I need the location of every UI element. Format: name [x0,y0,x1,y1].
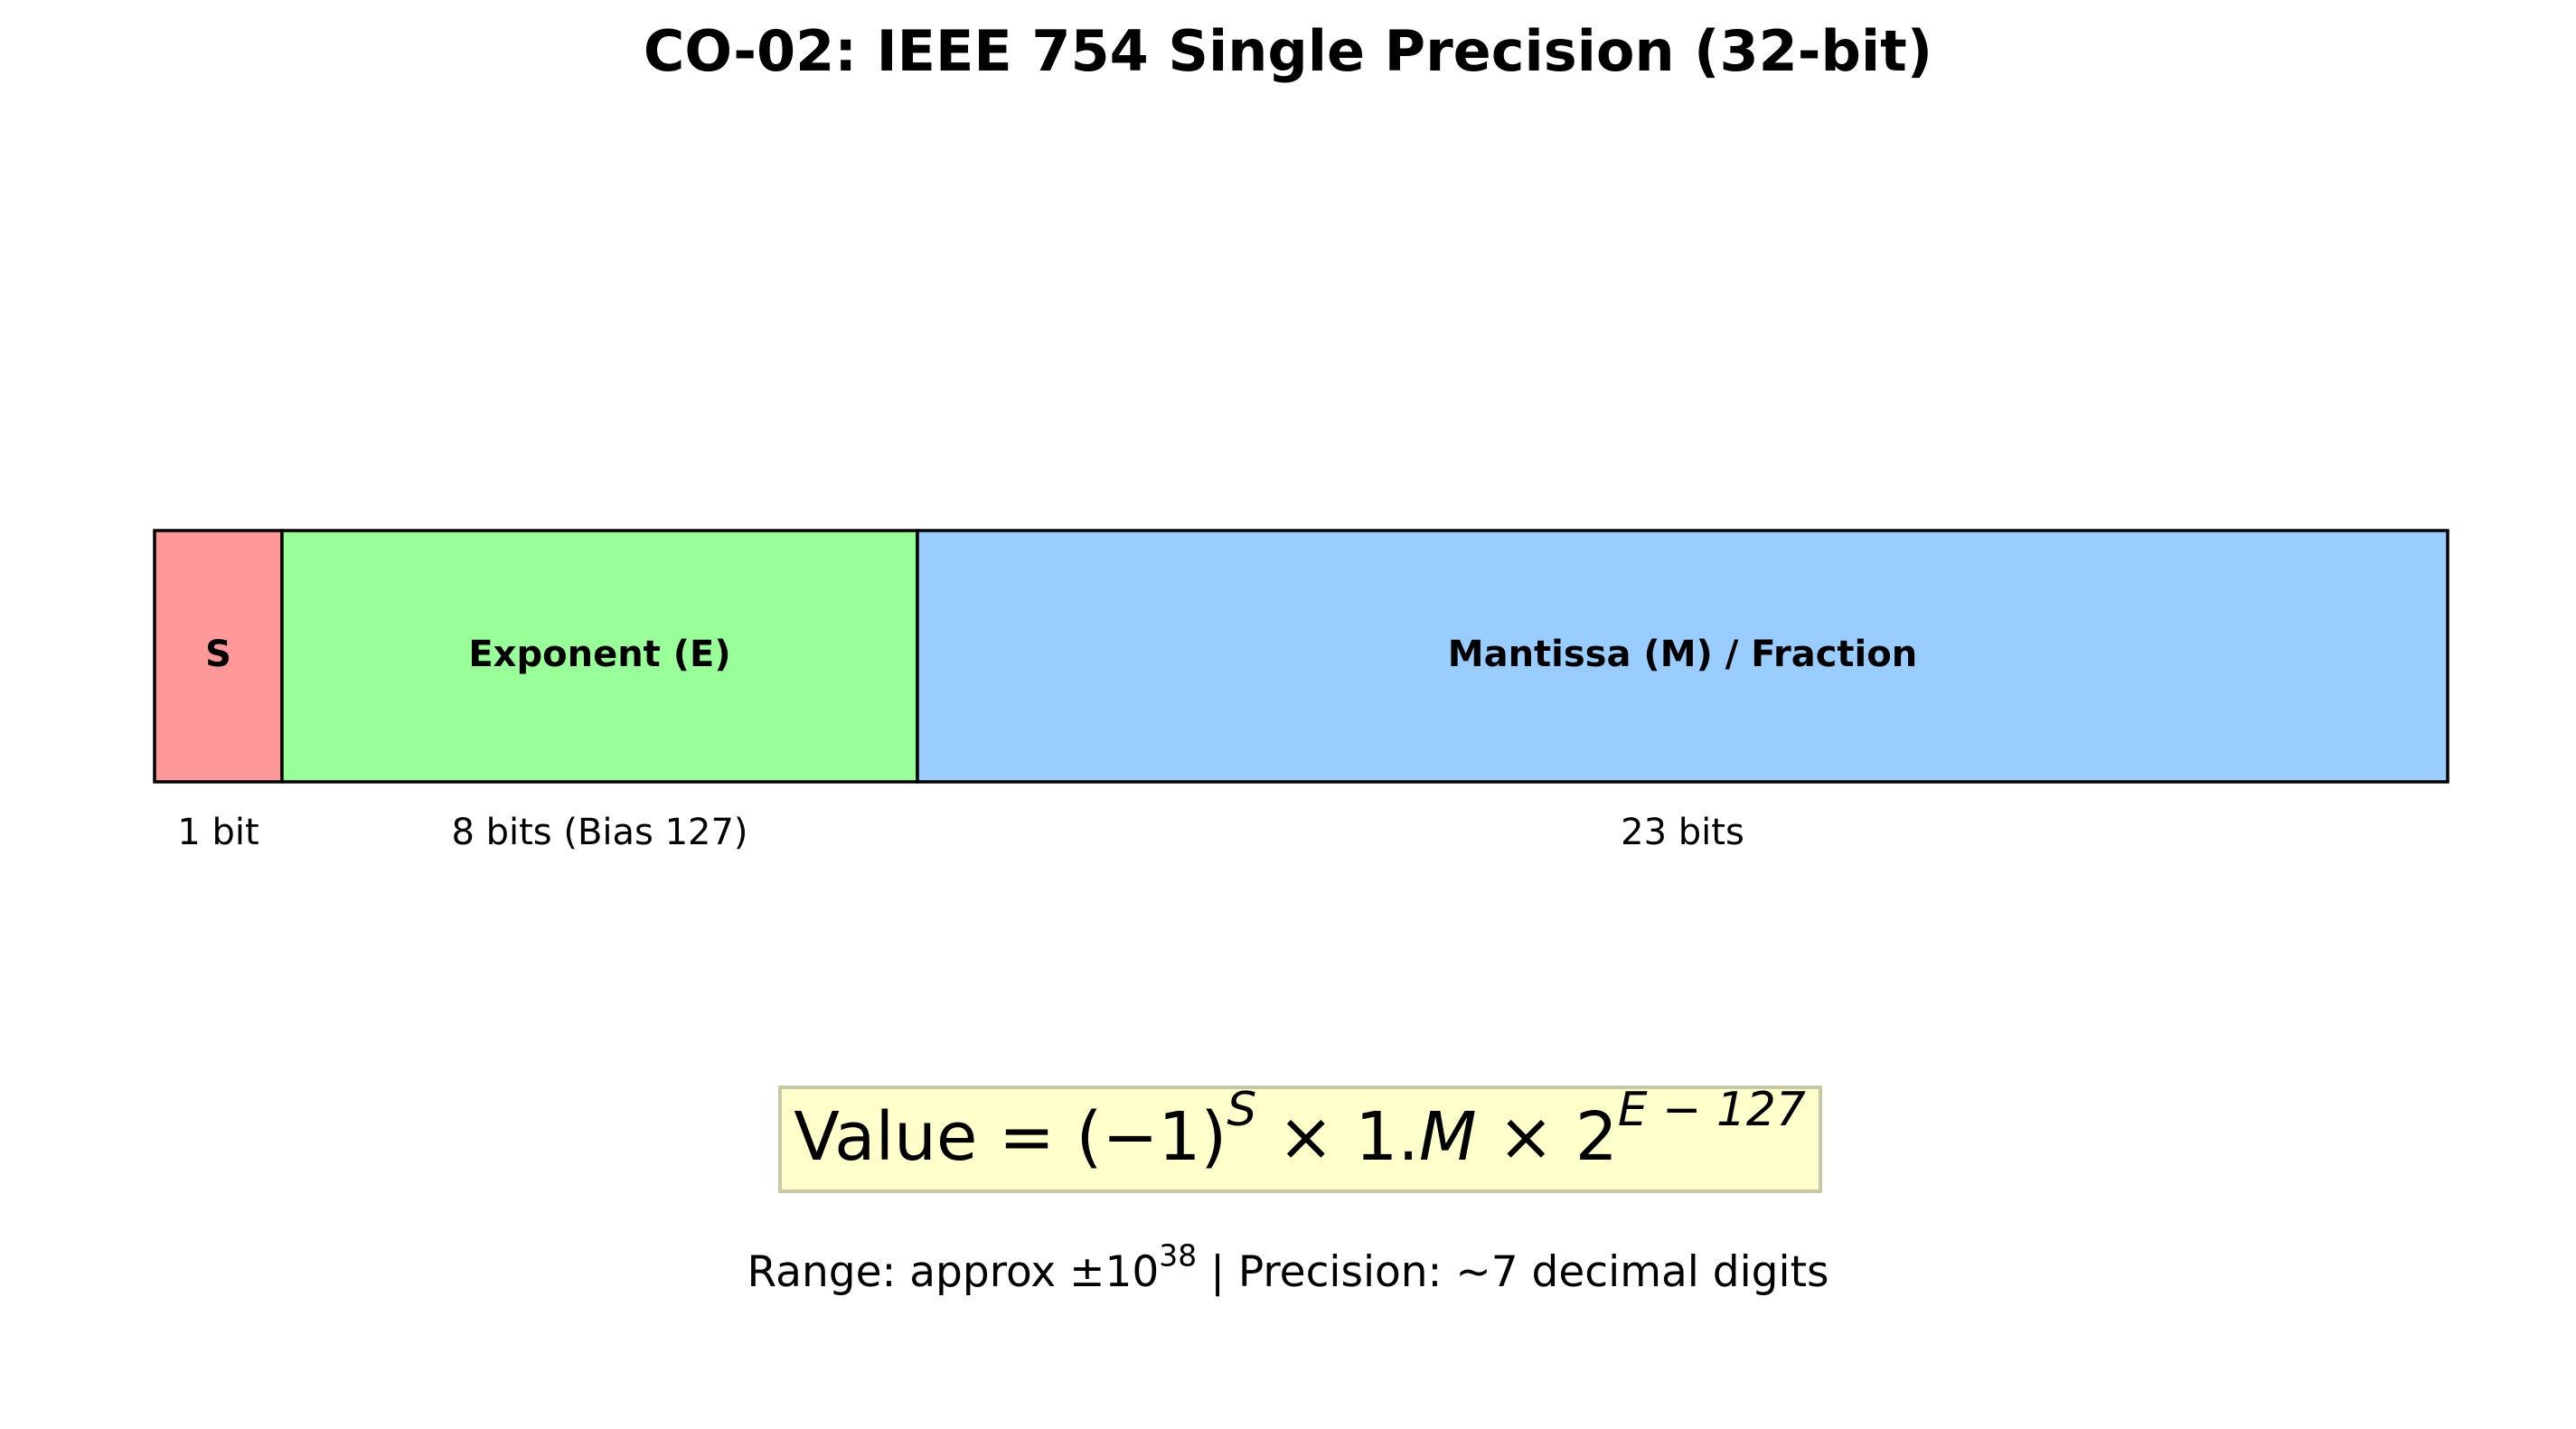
superscript: E − 127 [1618,1083,1806,1137]
range-note: Range: approx ±1038 | Precision: ~7 deci… [747,1237,1829,1297]
superscript: 38 [1159,1237,1197,1273]
field-bits: 1 bit [177,812,259,853]
formula: Value = (−1)S × 1.M × 2E − 127 [794,1083,1806,1176]
text-part: × 1. [1256,1098,1419,1176]
superscript: S [1227,1083,1256,1137]
field-bits: 23 bits [1621,812,1744,853]
text-part: Value = (−1) [794,1098,1227,1176]
text-part: | Precision: ~7 decimal digits [1197,1247,1829,1297]
field-box [153,529,284,784]
title: CO-02: IEEE 754 Single Precision (32-bit… [644,18,1932,84]
text-part: M [1419,1098,1477,1176]
text-part: Range: approx ±10 [747,1247,1160,1297]
field-label: Exponent (E) [468,634,730,675]
field-box [916,529,2449,784]
text-part: × 2 [1477,1098,1618,1176]
field-bits: 8 bits (Bias 127) [451,812,747,853]
formula-box [778,1086,1822,1193]
field-label: S [205,634,231,675]
field-label: Mantissa (M) / Fraction [1448,634,1917,675]
field-box [280,529,919,784]
